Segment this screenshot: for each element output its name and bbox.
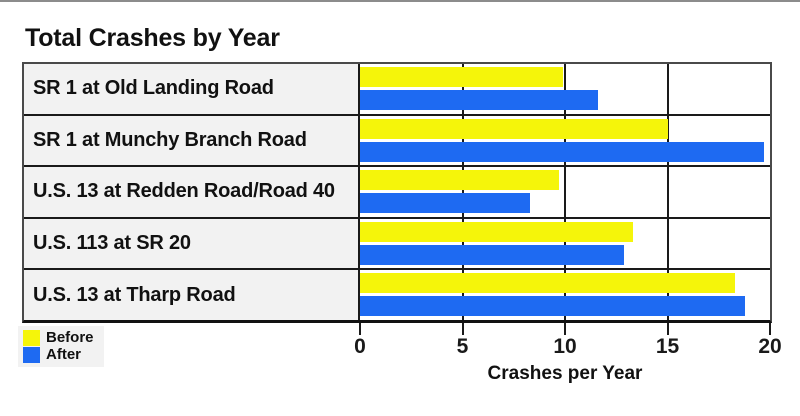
bar-before	[360, 67, 563, 87]
category-label: SR 1 at Old Landing Road	[24, 64, 360, 114]
plot-area	[360, 115, 770, 166]
bar-after	[360, 296, 746, 317]
gridline-5	[461, 167, 464, 217]
x-axis-tick	[461, 323, 464, 335]
gridline-15	[666, 270, 669, 320]
bar-before	[360, 221, 633, 242]
x-axis-title: Crashes per Year	[487, 363, 643, 384]
gridline-15	[666, 115, 669, 166]
chart-row: U.S. 13 at Redden Road/Road 40	[24, 167, 770, 219]
legend-entry-after: After	[23, 346, 94, 363]
gridline-10	[564, 218, 566, 269]
legend-entry-before: Before	[23, 329, 94, 346]
x-axis-tick	[564, 323, 566, 335]
bar-chart: SR 1 at Old Landing Road SR 1 at Munchy …	[22, 62, 772, 323]
gridline-15	[666, 218, 669, 269]
gridline-5	[461, 218, 464, 269]
chart-row: SR 1 at Munchy Branch Road	[24, 115, 770, 168]
gridline-10	[564, 64, 566, 114]
chart-row: SR 1 at Old Landing Road	[24, 64, 770, 116]
bar-before	[360, 118, 668, 139]
x-axis-tick	[666, 323, 669, 335]
x-tick-label: 20	[758, 335, 782, 358]
legend: Before After	[18, 326, 104, 367]
x-tick-label: 15	[655, 335, 680, 358]
x-tick-label: 0	[354, 335, 366, 358]
gridline-10	[564, 270, 566, 320]
bar-after	[360, 193, 531, 214]
gridline-10	[564, 167, 566, 217]
page-top-divider	[0, 0, 800, 2]
gridline-10	[564, 115, 566, 166]
x-axis-tick	[359, 323, 361, 335]
gridline-15	[666, 167, 669, 217]
plot-area	[360, 270, 770, 320]
before-swatch	[23, 329, 40, 346]
category-label: U.S. 13 at Tharp Road	[24, 270, 360, 320]
gridline-5	[461, 115, 464, 166]
gridline-5	[461, 270, 464, 320]
gridline-5	[461, 64, 464, 114]
category-label: U.S. 13 at Redden Road/Road 40	[24, 167, 360, 217]
bar-after	[360, 90, 598, 110]
chart-row: U.S. 113 at SR 20	[24, 218, 770, 271]
plot-area	[360, 167, 770, 217]
gridline-15	[666, 64, 669, 114]
plot-area	[360, 218, 770, 269]
x-axis-tick	[769, 323, 771, 335]
category-label: U.S. 113 at SR 20	[24, 218, 360, 269]
bar-after	[360, 244, 625, 265]
legend-label-before: Before	[46, 329, 94, 346]
x-tick-label: 10	[553, 335, 577, 358]
category-label: SR 1 at Munchy Branch Road	[24, 115, 360, 166]
legend-label-after: After	[46, 346, 82, 363]
after-swatch	[23, 346, 40, 363]
x-tick-label: 5	[456, 335, 469, 358]
chart-row: U.S. 13 at Tharp Road	[24, 270, 770, 320]
bar-before	[360, 273, 736, 294]
bar-before	[360, 170, 559, 191]
bar-after	[360, 141, 764, 162]
x-axis: 0 5 10 15 20	[354, 323, 782, 359]
chart-title: Total Crashes by Year	[25, 24, 280, 52]
plot-area	[360, 64, 770, 114]
